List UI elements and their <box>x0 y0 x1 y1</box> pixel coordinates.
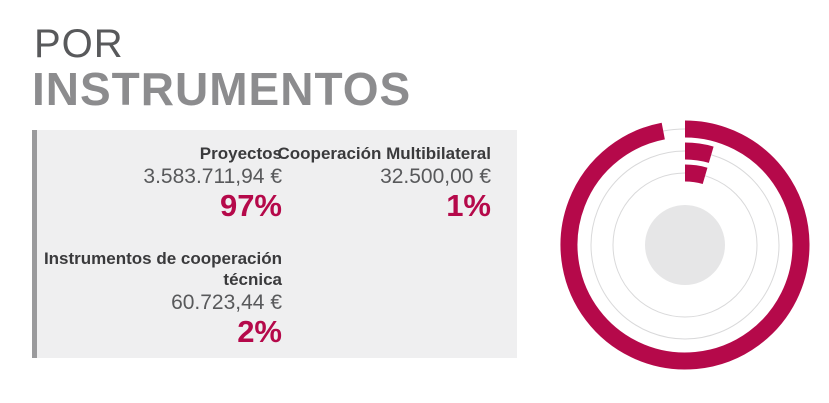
legend-item-amount: 3.583.711,94 € <box>143 165 282 188</box>
legend-item-percent: 2% <box>237 314 282 349</box>
legend-item-name: Cooperación Multibilateral <box>277 144 491 163</box>
legend-panel: Proyectos 3.583.711,94 € 97% Cooperación… <box>32 130 517 358</box>
title-prefix: POR <box>34 22 124 66</box>
legend-item-percent: 97% <box>219 188 282 223</box>
ring-bar-cooperaci-n-multibilateral <box>684 164 708 185</box>
legend-item-name: Proyectos <box>199 144 282 163</box>
legend-item-amount: 32.500,00 € <box>380 165 491 188</box>
legend-item-cooperacion-tecnica: Instrumentos de cooperación técnica 60.7… <box>22 248 282 349</box>
ring-bar-proyectos <box>560 120 810 370</box>
legend-item-percent: 1% <box>446 188 491 223</box>
legend-item-amount: 60.723,44 € <box>171 291 282 314</box>
legend-item-proyectos: Proyectos 3.583.711,94 € 97% <box>62 143 282 223</box>
ring-bar-instrumentos-de-cooperaci-n-t-cnica <box>684 142 714 163</box>
legend-item-multibilateral: Cooperación Multibilateral 32.500,00 € 1… <box>271 143 491 223</box>
radial-bar-chart <box>560 120 810 370</box>
page-title: INSTRUMENTOS <box>32 63 412 115</box>
legend-item-name: Instrumentos de cooperación técnica <box>43 249 282 289</box>
chart-center <box>645 205 725 285</box>
